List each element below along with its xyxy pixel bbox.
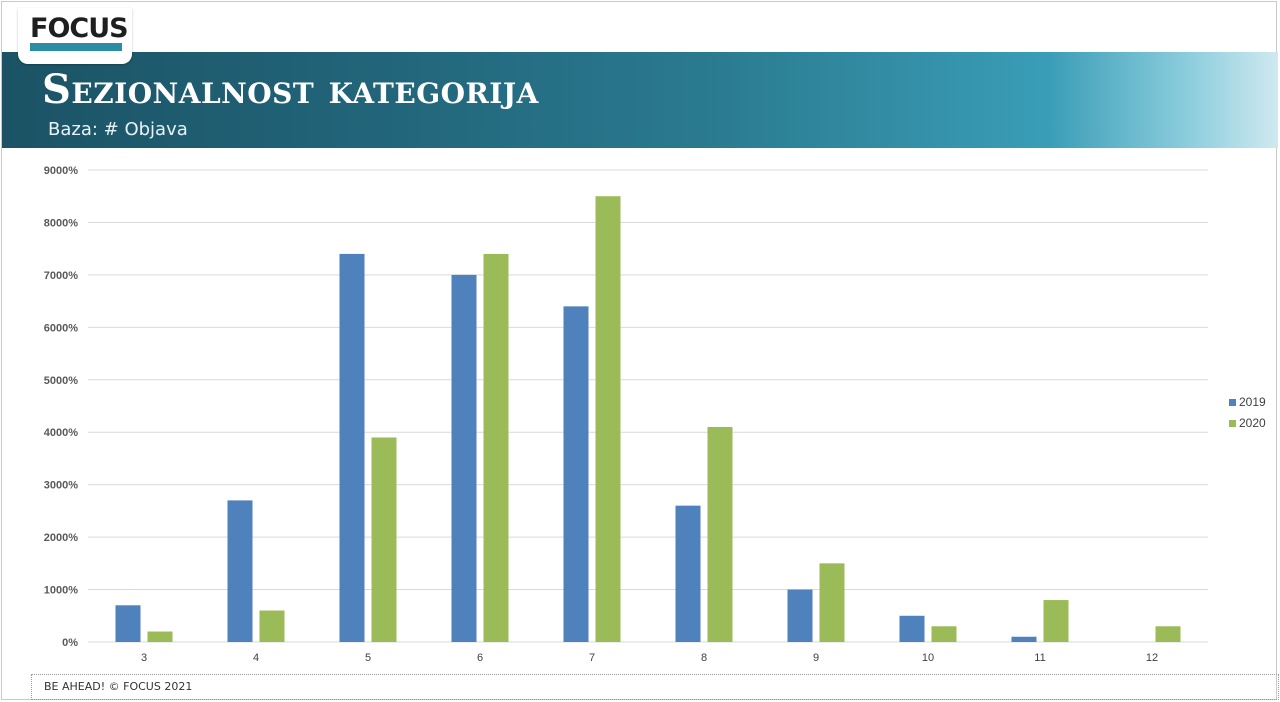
bar-2019-8 bbox=[675, 505, 701, 642]
x-tick-label: 3 bbox=[141, 652, 147, 664]
bar-2020-4 bbox=[259, 610, 285, 642]
y-tick-label: 3000% bbox=[44, 480, 78, 492]
bar-2019-10 bbox=[899, 615, 925, 642]
logo-underline bbox=[30, 43, 122, 51]
slide-title: Sezionalnost kategorija bbox=[42, 66, 539, 113]
bar-2019-6 bbox=[451, 274, 477, 642]
x-tick-label: 8 bbox=[701, 652, 707, 664]
y-tick-label: 6000% bbox=[44, 322, 78, 334]
bar-2019-5 bbox=[339, 253, 365, 642]
legend-label-2019: 2019 bbox=[1239, 395, 1266, 409]
y-tick-label: 1000% bbox=[44, 585, 78, 597]
x-tick-label: 5 bbox=[365, 652, 371, 664]
footer: BE AHEAD! © FOCUS 2021 bbox=[31, 674, 1279, 700]
legend-label-2020: 2020 bbox=[1239, 416, 1266, 430]
x-tick-label: 4 bbox=[253, 652, 259, 664]
bar-chart: 0% 1000% 2000% 3000% 4000% 5000% 6000% 7000% 800… bbox=[44, 165, 1266, 664]
bar-2020-7 bbox=[595, 196, 621, 642]
bar-2020-6 bbox=[483, 253, 509, 642]
y-tick-label: 2000% bbox=[44, 532, 78, 544]
y-tick-label: 8000% bbox=[44, 217, 78, 229]
y-tick-label: 0% bbox=[62, 637, 78, 649]
bar-2019-3 bbox=[115, 605, 141, 642]
legend-swatch-2019 bbox=[1229, 399, 1236, 406]
bar-2020-3 bbox=[147, 631, 173, 642]
legend-swatch-2020 bbox=[1229, 420, 1236, 427]
bar-2020-9 bbox=[819, 563, 845, 642]
y-tick-label: 4000% bbox=[44, 427, 78, 439]
bar-2020-5 bbox=[371, 437, 397, 642]
footer-text: BE AHEAD! © FOCUS 2021 bbox=[44, 680, 193, 693]
bar-2020-10 bbox=[931, 626, 957, 642]
x-tick-label: 10 bbox=[922, 652, 934, 664]
bar-2020-11 bbox=[1043, 600, 1069, 642]
title-banner bbox=[2, 52, 1278, 148]
slide-subtitle: Baza: # Objava bbox=[48, 119, 188, 140]
x-tick-label: 12 bbox=[1146, 652, 1158, 664]
x-tick-label: 11 bbox=[1034, 652, 1045, 664]
y-tick-label: 5000% bbox=[44, 375, 78, 387]
bar-2020-12 bbox=[1155, 626, 1181, 642]
bar-2019-7 bbox=[563, 306, 589, 642]
bar-2019-4 bbox=[227, 500, 253, 642]
x-tick-label: 9 bbox=[813, 652, 819, 664]
y-tick-label: 9000% bbox=[44, 165, 78, 177]
bar-2019-11 bbox=[1011, 636, 1037, 642]
x-tick-label: 7 bbox=[589, 652, 595, 664]
focus-logo: FOCUS bbox=[18, 8, 132, 64]
logo-text: FOCUS bbox=[30, 13, 129, 44]
bar-2019-9 bbox=[787, 589, 813, 642]
bar-2020-8 bbox=[707, 426, 733, 642]
x-tick-label: 6 bbox=[477, 652, 483, 664]
y-tick-label: 7000% bbox=[44, 270, 78, 282]
